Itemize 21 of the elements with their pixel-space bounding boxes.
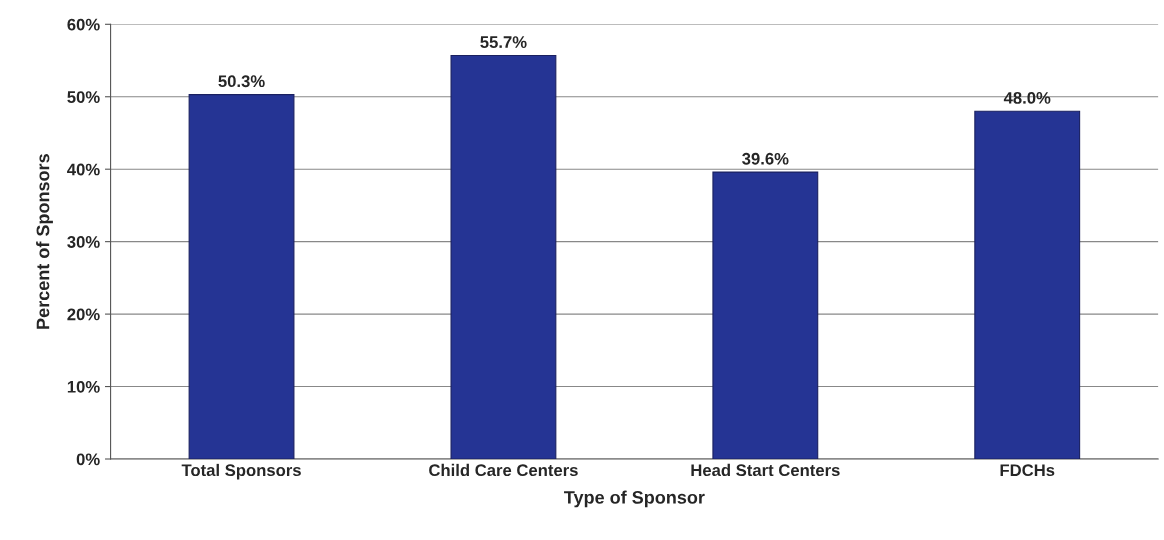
y-tick-label: 20% <box>67 308 100 321</box>
y-tick-label: 30% <box>67 236 100 248</box>
y-axis-title: Percent of Sponsors <box>36 154 53 329</box>
bar <box>188 94 295 459</box>
x-axis-title: Type of Sponsor <box>564 490 705 508</box>
bar <box>974 110 1081 459</box>
x-tick-label: Child Care Centers <box>429 463 578 477</box>
y-tick-label: 0% <box>76 453 100 466</box>
bar <box>450 54 557 459</box>
y-tick-label: 40% <box>67 163 100 176</box>
data-label: 48.0% <box>1003 91 1051 104</box>
y-tick-label: 60% <box>67 18 100 31</box>
data-label: 55.7% <box>480 36 527 48</box>
x-tick-label: Head Start Centers <box>691 463 840 477</box>
data-label: 39.6% <box>742 152 789 165</box>
bar <box>712 171 819 459</box>
y-tick-label: 10% <box>67 380 100 393</box>
y-tick-label: 50% <box>67 91 100 103</box>
x-tick-label: FDCHs <box>1000 464 1055 477</box>
x-tick-label: Total Sponsors <box>181 463 301 480</box>
data-label: 50.3% <box>218 75 265 88</box>
